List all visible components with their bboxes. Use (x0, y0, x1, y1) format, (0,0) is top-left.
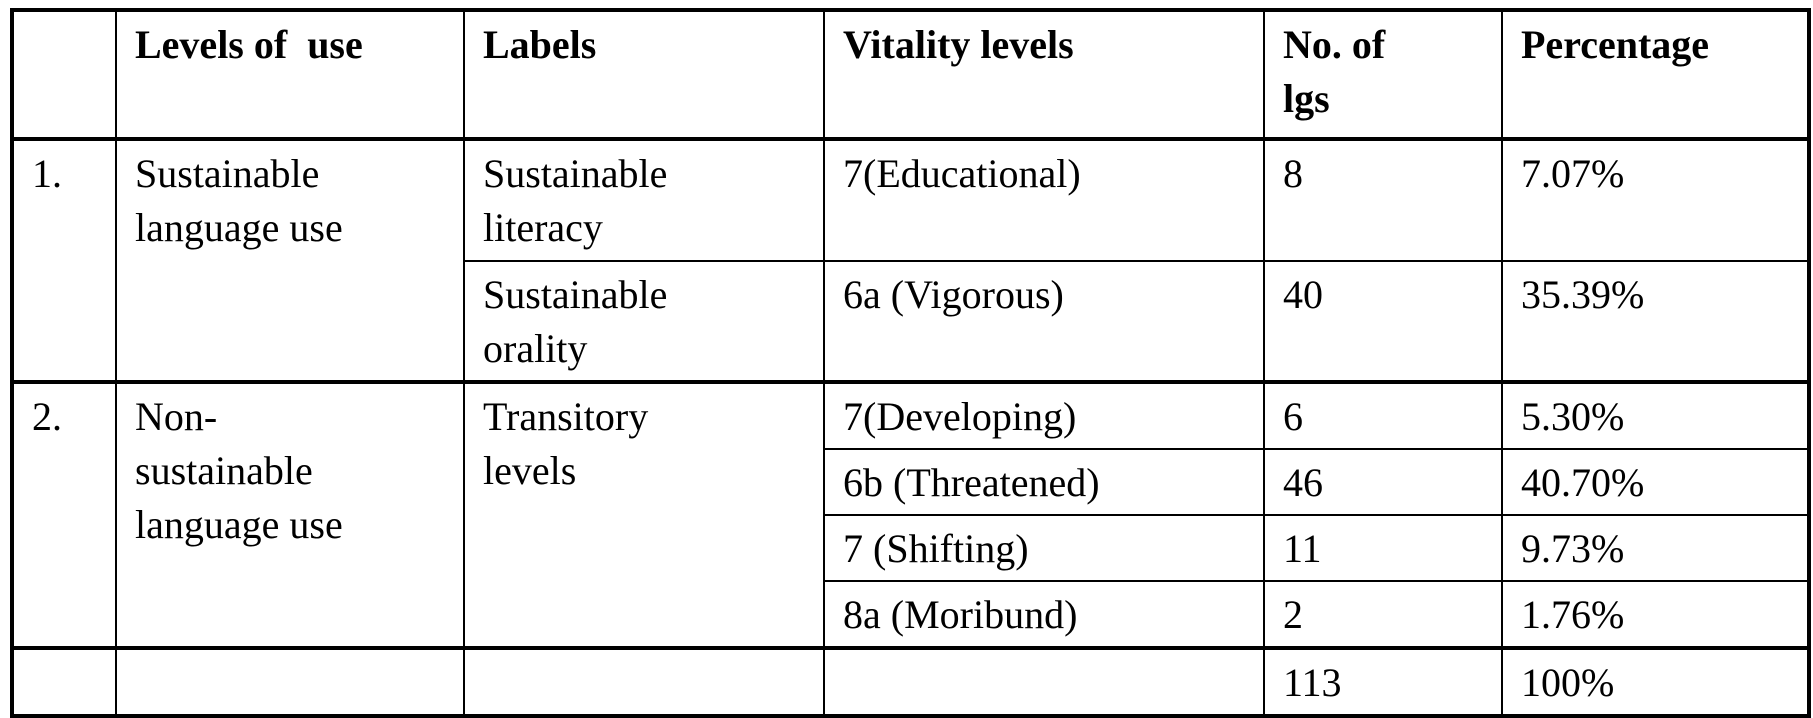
table-row-sustainable-literacy: 1. Sustainable language use Sustainable … (11, 138, 1810, 383)
cell-count: 40 (1263, 260, 1503, 383)
document-page: Levels of use Labels Vitality levels No.… (10, 8, 1811, 718)
cell-percentage: 9.73% (1501, 514, 1810, 582)
cell-percentage: 5.30% (1501, 380, 1810, 450)
cell-vitality: 7 (Shifting) (823, 514, 1265, 582)
header-cell-labels: Labels (463, 9, 825, 141)
cell-row-number (11, 646, 117, 717)
cell-level-of-use: Non- sustainable language use (115, 380, 465, 649)
cell-total-count: 113 (1263, 646, 1503, 717)
cell-label: Sustainable orality (463, 260, 825, 383)
table-row-threatened: 6b (Threatened) 46 40.70% (12, 448, 1810, 516)
header-cell-index (11, 9, 117, 141)
cell-vitality (823, 646, 1265, 717)
cell-vitality: 6a (Vigorous) (823, 260, 1265, 383)
cell-total-percentage: 100% (1501, 646, 1810, 717)
cell-row-number: 1. (11, 138, 117, 383)
cell-label: Sustainable literacy (463, 138, 825, 262)
cell-percentage: 35.39% (1501, 260, 1810, 383)
cell-vitality: 8a (Moribund) (823, 580, 1265, 649)
cell-count: 11 (1263, 514, 1503, 582)
language-vitality-table: Levels of use Labels Vitality levels No.… (10, 8, 1811, 718)
header-cell-vitality-levels: Vitality levels (823, 9, 1265, 141)
cell-vitality: 7(Developing) (823, 380, 1265, 450)
cell-percentage: 40.70% (1501, 448, 1810, 516)
cell-row-number: 2. (11, 380, 117, 649)
table-row-moribund: 8a (Moribund) 2 1.76% (12, 580, 1810, 649)
table-header-row: Levels of use Labels Vitality levels No.… (11, 9, 1810, 141)
table-row-developing: 2. Non- sustainable language use Transit… (11, 380, 1810, 649)
cell-percentage: 1.76% (1501, 580, 1810, 649)
table-row-shifting: 7 (Shifting) 11 9.73% (12, 514, 1810, 582)
header-cell-no-of-lgs: No. of lgs (1263, 9, 1503, 141)
cell-count: 6 (1263, 380, 1503, 450)
cell-vitality: 6b (Threatened) (823, 448, 1265, 516)
table-row-total: 113 100% (11, 646, 1810, 717)
header-cell-percentage: Percentage (1501, 9, 1810, 141)
cell-percentage: 7.07% (1501, 138, 1810, 262)
cell-level-of-use (115, 646, 465, 717)
cell-level-of-use: Sustainable language use (115, 138, 465, 383)
cell-count: 8 (1263, 138, 1503, 262)
cell-label: Transitory levels (463, 380, 825, 649)
cell-count: 46 (1263, 448, 1503, 516)
cell-label (463, 646, 825, 717)
header-cell-levels-of-use: Levels of use (115, 9, 465, 141)
cell-vitality: 7(Educational) (823, 138, 1265, 262)
table-row-sustainable-orality: Sustainable orality 6a (Vigorous) 40 35.… (12, 260, 1810, 383)
cell-count: 2 (1263, 580, 1503, 649)
